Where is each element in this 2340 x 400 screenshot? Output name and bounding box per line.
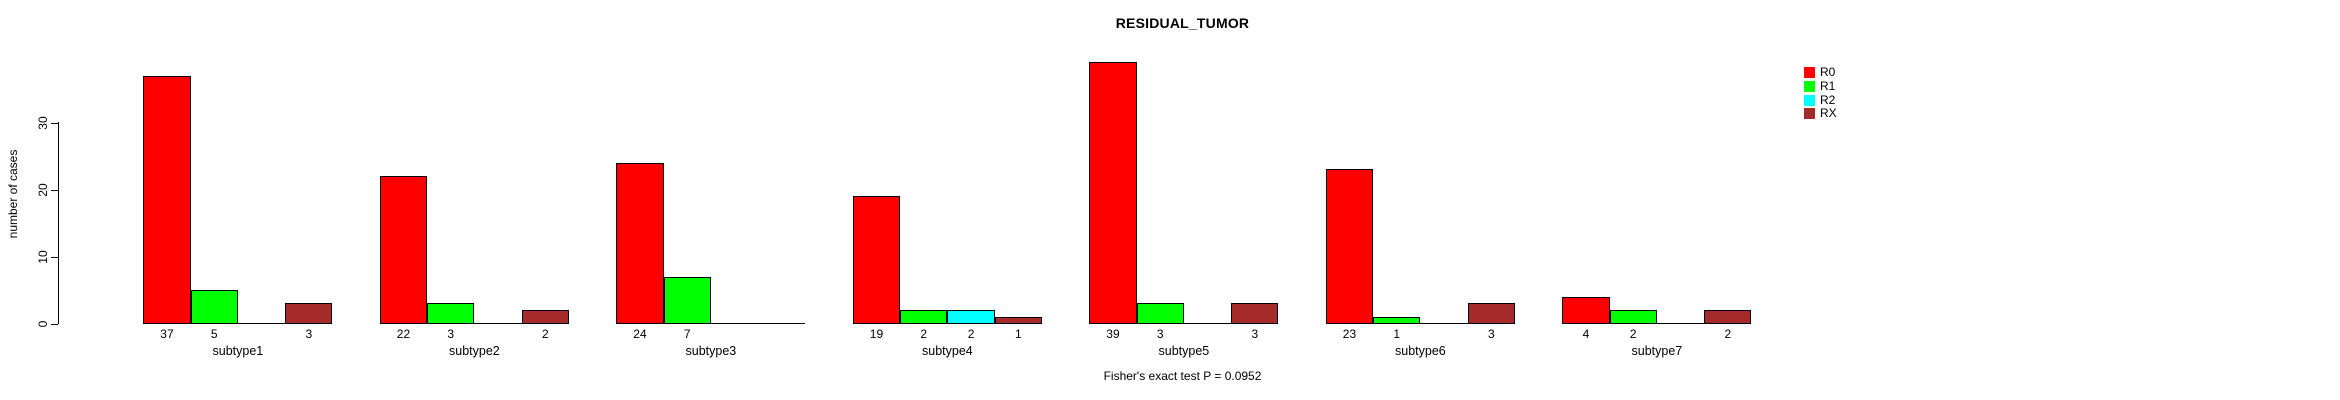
bar-count-label-r0-subtype4: 19 <box>869 326 884 341</box>
y-axis-line <box>58 121 59 324</box>
bar-r2-subtype7 <box>1656 322 1705 324</box>
legend-swatch-r1 <box>1804 80 1815 92</box>
bar-count-label-r0-subtype2: 22 <box>396 326 411 341</box>
bar-count-label-r1-subtype1: 5 <box>210 326 218 341</box>
y-tick-mark <box>51 122 58 124</box>
bar-count-label-rx-subtype1: 3 <box>305 326 313 341</box>
bar-rx-subtype4 <box>994 316 1042 324</box>
legend-label-rx: RX <box>1820 106 1837 121</box>
bar-count-label-r1-subtype4: 2 <box>920 326 928 341</box>
y-tick-label: 30 <box>36 115 50 130</box>
bar-r2-subtype6 <box>1420 322 1468 324</box>
y-axis-title: number of cases <box>6 149 20 238</box>
bar-rx-subtype2 <box>521 310 569 324</box>
legend-swatch-r2 <box>1804 94 1815 106</box>
bar-r1-subtype7 <box>1609 310 1657 324</box>
bar-r0-subtype5 <box>1089 62 1137 324</box>
y-tick-label: 20 <box>36 182 50 197</box>
bar-count-label-rx-subtype5: 3 <box>1251 326 1259 341</box>
bar-count-label-rx-subtype7: 2 <box>1724 326 1732 341</box>
bar-count-label-rx-subtype2: 2 <box>541 326 549 341</box>
bar-count-label-rx-subtype4: 1 <box>1014 326 1022 341</box>
bar-r1-subtype5 <box>1136 303 1184 324</box>
bar-count-label-r1-subtype3: 7 <box>683 326 691 341</box>
legend-swatch-rx <box>1804 108 1815 120</box>
bar-r1-subtype3 <box>663 276 711 324</box>
bar-r1-subtype6 <box>1373 316 1421 324</box>
bar-r2-subtype5 <box>1183 322 1232 324</box>
bar-r0-subtype1 <box>143 75 191 324</box>
bar-count-label-r1-subtype2: 3 <box>447 326 455 341</box>
y-tick-label: 0 <box>36 320 50 327</box>
bar-r1-subtype1 <box>190 290 238 324</box>
category-label-subtype6: subtype6 <box>1395 344 1446 358</box>
bar-r1-subtype4 <box>900 310 948 324</box>
bar-count-label-r0-subtype6: 23 <box>1342 326 1357 341</box>
category-label-subtype3: subtype3 <box>685 344 737 358</box>
bar-count-label-r1-subtype7: 2 <box>1629 326 1637 341</box>
fisher-test-annotation: Fisher's exact test P = 0.0952 <box>1103 369 1262 383</box>
bar-count-label-rx-subtype6: 3 <box>1487 326 1495 341</box>
y-tick-mark <box>51 189 58 191</box>
bar-rx-subtype5 <box>1231 303 1279 324</box>
y-tick-label: 10 <box>36 249 50 264</box>
bar-count-label-r0-subtype5: 39 <box>1106 326 1120 341</box>
bar-rx-subtype3 <box>758 322 806 324</box>
bar-count-label-r0-subtype7: 4 <box>1582 326 1590 341</box>
bar-r1-subtype2 <box>427 303 475 324</box>
bar-count-label-r0-subtype1: 37 <box>160 326 174 341</box>
bar-count-label-r1-subtype6: 1 <box>1393 326 1401 341</box>
bar-r2-subtype1 <box>237 322 286 324</box>
legend-label-r1: R1 <box>1820 78 1836 93</box>
bar-count-label-r1-subtype5: 3 <box>1156 326 1164 341</box>
bar-rx-subtype7 <box>1704 310 1752 324</box>
category-label-subtype7: subtype7 <box>1631 344 1683 358</box>
bar-count-label-r0-subtype3: 24 <box>633 326 647 341</box>
legend-swatch-r0 <box>1804 67 1815 78</box>
legend-label-r0: R0 <box>1820 65 1836 79</box>
y-tick-mark <box>51 256 58 258</box>
bar-r0-subtype7 <box>1562 296 1610 324</box>
y-tick-mark <box>51 323 58 325</box>
bar-r0-subtype2 <box>379 176 428 324</box>
bar-r0-subtype6 <box>1325 169 1374 324</box>
category-label-subtype1: subtype1 <box>212 344 264 358</box>
bar-rx-subtype1 <box>285 303 333 324</box>
bar-r2-subtype4 <box>947 310 995 324</box>
bar-r0-subtype4 <box>852 196 901 324</box>
bar-rx-subtype6 <box>1467 303 1515 324</box>
category-label-subtype4: subtype4 <box>922 344 973 358</box>
bar-r2-subtype2 <box>474 322 522 324</box>
chart-title: RESIDUAL_TUMOR <box>1115 15 1250 31</box>
bar-r2-subtype3 <box>710 322 759 324</box>
bar-count-label-r2-subtype4: 2 <box>967 326 975 341</box>
category-label-subtype2: subtype2 <box>449 344 500 358</box>
legend-label-r2: R2 <box>1820 92 1836 107</box>
category-label-subtype5: subtype5 <box>1158 344 1210 358</box>
bar-r0-subtype3 <box>616 162 664 324</box>
